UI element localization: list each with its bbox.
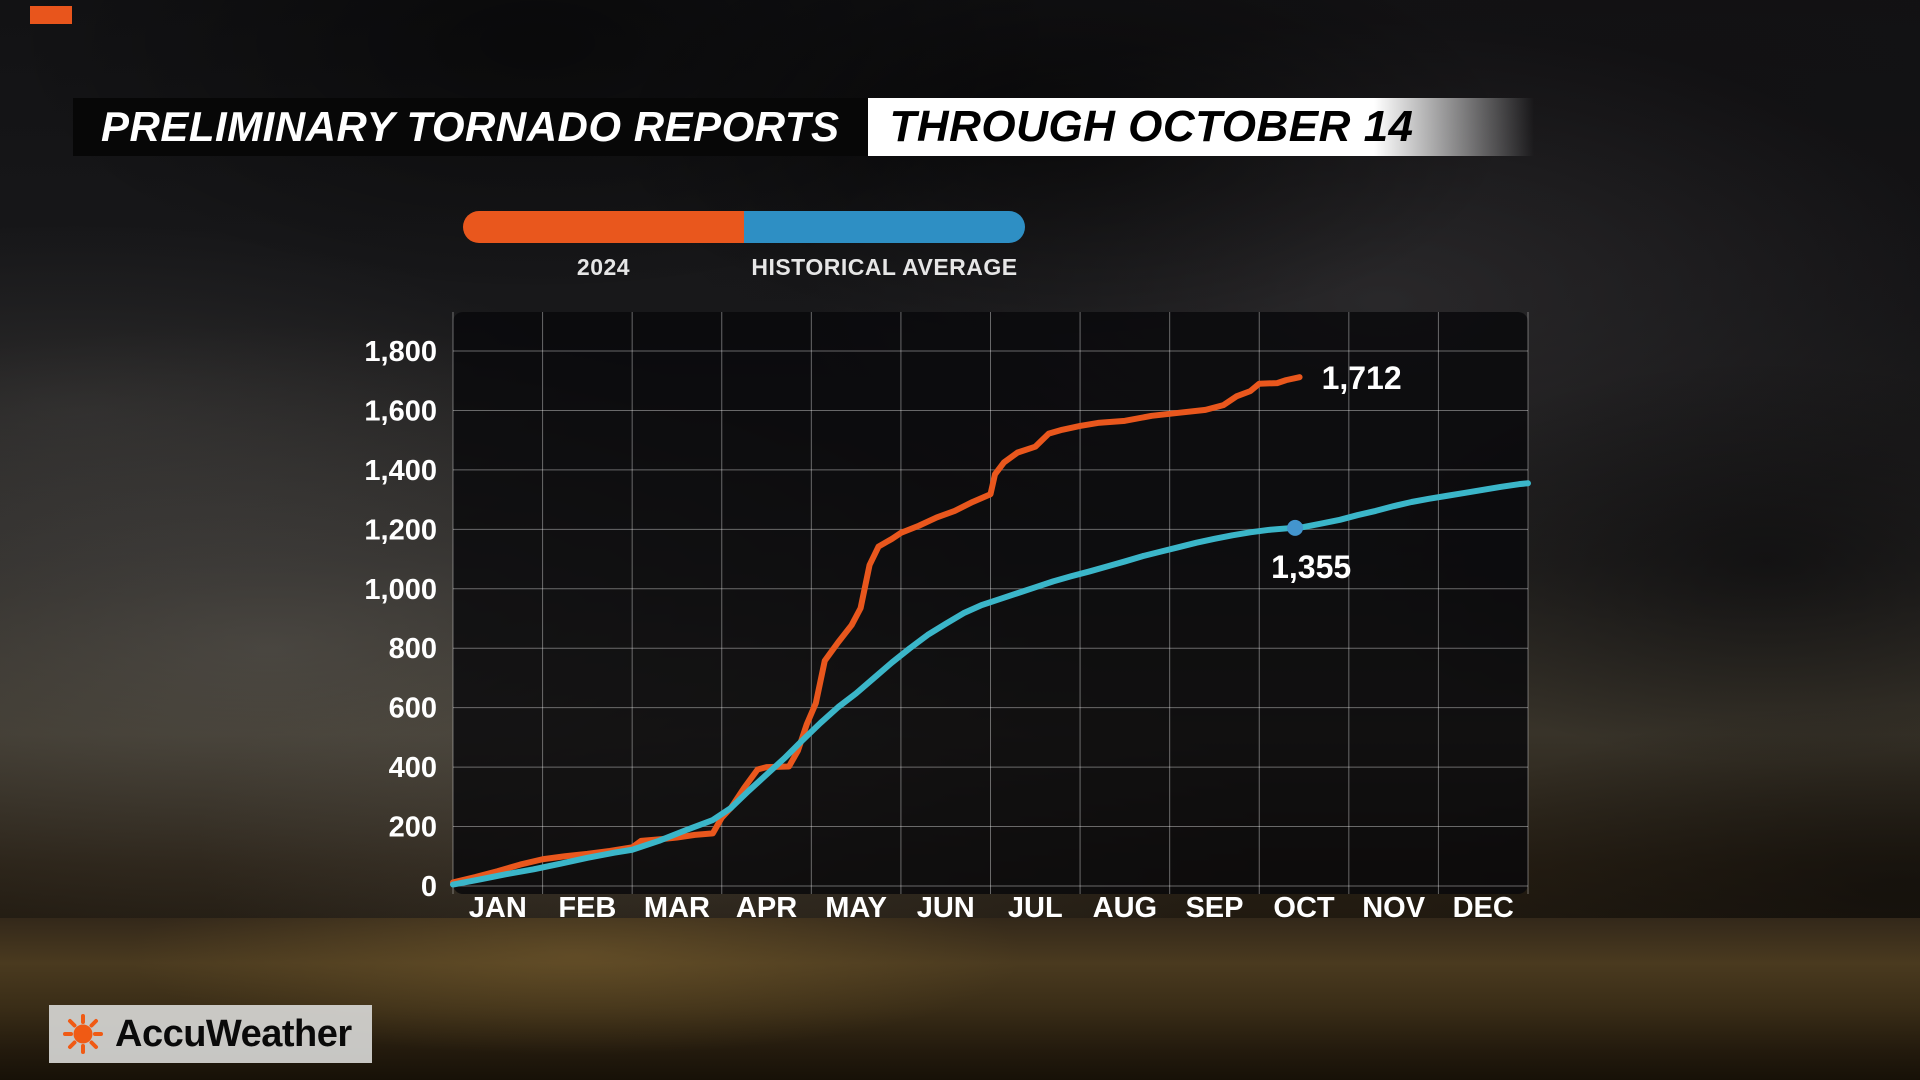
legend-swatch-2024: [463, 211, 744, 243]
chart-subtitle: THROUGH OCTOBER 14: [867, 98, 1534, 156]
legend-pill: [463, 211, 1025, 243]
legend-labels: 2024 HISTORICAL AVERAGE: [463, 254, 1025, 281]
chart-title: PRELIMINARY TORNADO REPORTS: [73, 98, 868, 156]
chart-plot-panel: [453, 312, 1528, 894]
sun-icon: [63, 1014, 103, 1054]
legend-swatch-historical-average: [744, 211, 1025, 243]
logo-text: AccuWeather: [115, 1012, 352, 1055]
legend-label-historical-average: HISTORICAL AVERAGE: [751, 254, 1018, 280]
accuweather-logo: AccuWeather: [49, 1005, 372, 1063]
header-bar: PRELIMINARY TORNADO REPORTS THROUGH OCTO…: [73, 98, 1534, 156]
legend-label-2024: 2024: [576, 254, 631, 280]
corner-brand-mark: [30, 6, 72, 24]
